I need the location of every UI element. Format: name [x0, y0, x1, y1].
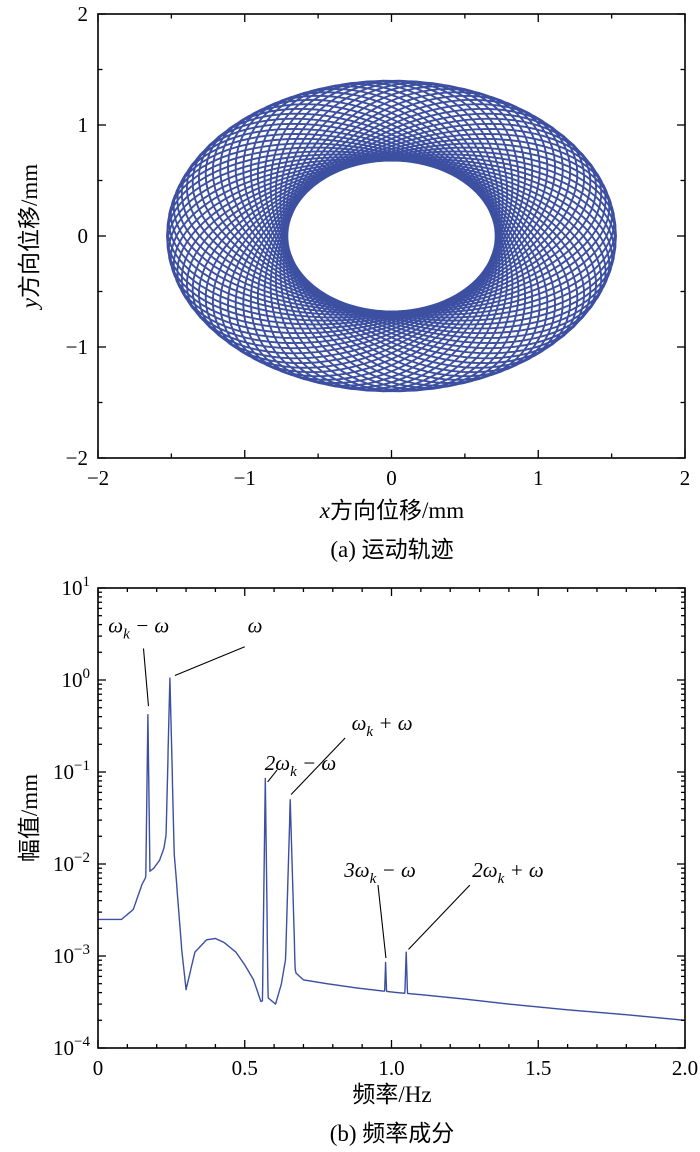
trajectory-caption: (a) 运动轨迹 — [330, 537, 454, 562]
spectrum-y-tick-label: 10−4 — [53, 1034, 90, 1060]
trajectory-y-tick-label: −2 — [66, 446, 88, 470]
spectrum-x-tick-label: 1.0 — [378, 1056, 404, 1080]
spectrum-x-tick-label: 2.0 — [672, 1056, 698, 1080]
trajectory-y-tick-label: 2 — [78, 2, 89, 26]
spectrum-curve — [98, 677, 685, 1021]
annotation-leader-line — [174, 646, 245, 676]
trajectory-x-tick-label: 2 — [680, 466, 691, 490]
spectrum-x-tick-label: 1.5 — [525, 1056, 551, 1080]
trajectory-x-tick-label: −2 — [87, 466, 109, 490]
spectrum-plot-frame — [97, 587, 686, 1049]
trajectory-x-tick-label: −1 — [234, 466, 256, 490]
annotation-leader-line — [290, 737, 346, 795]
trajectory-y-tick-label: 0 — [78, 224, 89, 248]
trajectory-x-tick-label: 0 — [386, 466, 397, 490]
annotation-leader-line — [267, 769, 278, 783]
spectrum-y-tick-label: 100 — [62, 666, 91, 692]
annotation-leader-line — [408, 884, 471, 950]
annotation-leader-line — [142, 648, 150, 707]
orbit-curve — [166, 79, 617, 393]
annotation-label: ω — [248, 614, 263, 638]
spectrum-x-axis-label: 频率/Hz — [352, 1082, 432, 1107]
spectrum-y-tick-label: 10−1 — [53, 758, 90, 784]
trajectory-x-axis-label: x方向位移/mm — [320, 491, 464, 525]
spectrum-caption: (b) 频率成分 — [329, 1121, 455, 1146]
spectrum-x-tick-label: 0 — [93, 1056, 104, 1080]
spectrum-y-axis-label: 幅值/mm — [17, 773, 42, 863]
trajectory-y-tick-label: −1 — [66, 335, 88, 359]
annotation-label: ωk − ω — [108, 614, 169, 643]
spectrum-y-tick-label: 10−3 — [53, 942, 90, 968]
annotation-label: ωk + ω — [352, 711, 413, 740]
trajectory-y-axis-variable: y — [17, 297, 42, 309]
trajectory-x-axis-unit: 方向位移/mm — [330, 498, 465, 523]
annotation-label: 2ωk + ω — [472, 858, 544, 887]
trajectory-plot-frame — [97, 13, 686, 459]
annotation-label: 2ωk − ω — [265, 751, 337, 780]
spectrum-y-tick-label: 10−2 — [53, 850, 90, 876]
trajectory-x-axis-variable: x — [319, 498, 331, 523]
trajectory-y-axis-unit: 方向位移/mm — [17, 163, 42, 298]
trajectory-y-axis-label: y方向位移/mm — [10, 164, 44, 308]
trajectory-y-tick-label: 1 — [78, 113, 89, 137]
trajectory-x-tick-label: 1 — [533, 466, 544, 490]
annotation-label: 3ωk − ω — [343, 858, 416, 887]
spectrum-y-tick-label: 101 — [62, 574, 91, 600]
annotation-leader-line — [377, 885, 387, 959]
spectrum-x-tick-label: 0.5 — [232, 1056, 258, 1080]
